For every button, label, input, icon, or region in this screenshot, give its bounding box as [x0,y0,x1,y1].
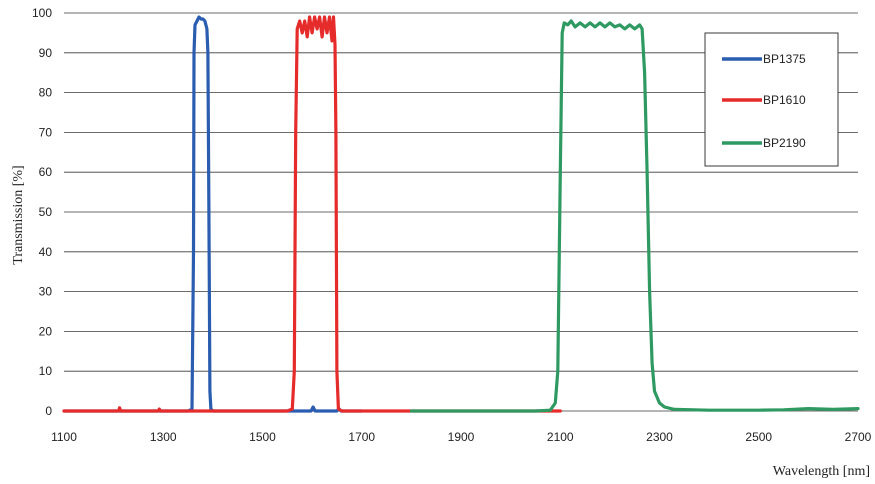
x-tick-labels: 1100 1300 1500 1700 1900 2100 2300 2500 2700 [51,430,872,444]
series-line-bp2190 [409,19,860,413]
y-tick-label: 20 [39,324,53,338]
series-lines [62,15,860,413]
y-tick-label: 60 [39,165,53,179]
series-line-bp1610 [62,15,562,413]
x-tick-label: 2100 [547,430,574,444]
y-tick-label: 100 [32,6,52,20]
y-tick-label: 30 [39,285,53,299]
legend-label-bp1375: BP1375 [763,52,806,66]
legend-label-bp2190: BP2190 [763,136,806,150]
legend: BP1375 BP1610 BP2190 [704,32,839,167]
x-tick-label: 1900 [448,430,475,444]
x-tick-label: 2300 [646,430,673,444]
y-tick-label: 80 [39,86,53,100]
x-axis-title: Wavelength [nm] [773,464,870,479]
legend-label-bp1610: BP1610 [763,93,806,107]
y-tick-label: 90 [39,46,53,60]
y-tick-label: 40 [39,245,53,259]
series-line-bp1375 [62,15,364,413]
x-tick-label: 1100 [51,430,77,444]
x-tick-label: 1500 [249,430,276,444]
y-tick-label: 0 [45,404,52,418]
x-tick-label: 2500 [745,430,772,444]
y-tick-label: 10 [39,364,53,378]
y-tick-label: 50 [39,205,53,219]
x-tick-label: 1700 [348,430,375,444]
y-axis-title: Transmission [%] [11,165,26,264]
y-tick-labels: 0 10 20 30 40 50 60 70 80 90 100 [32,6,52,418]
x-tick-label: 1300 [150,430,177,444]
x-tick-label: 2700 [845,430,872,444]
y-tick-label: 70 [39,125,53,139]
